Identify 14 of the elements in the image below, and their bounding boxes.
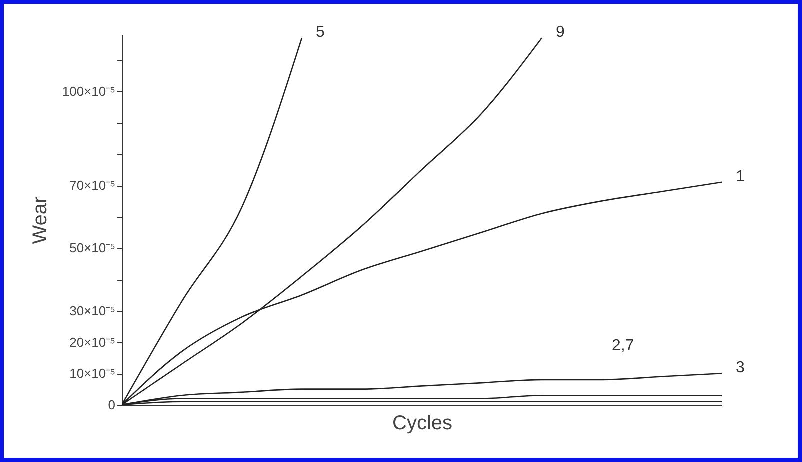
y-tick-label: 70×10⁻⁵ — [70, 178, 116, 194]
y-tick-label: 100×10⁻⁵ — [62, 84, 116, 99]
annotation: 2,7 — [612, 338, 634, 355]
series-label: 1 — [736, 168, 745, 186]
y-tick-label: 20×10⁻⁵ — [70, 334, 116, 350]
series-label: 3 — [736, 360, 745, 377]
y-tick-label: 0 — [108, 398, 116, 412]
y-axis-title: Wear — [29, 196, 52, 244]
y-tick-label: 50×10⁻⁵ — [70, 240, 116, 256]
y-tick-label: 30×10⁻⁵ — [70, 303, 116, 318]
series-label: 5 — [316, 24, 325, 42]
series-label: 9 — [556, 24, 565, 42]
y-tick-label: 10×10⁻⁵ — [70, 366, 116, 382]
x-axis-title: Cycles — [392, 412, 453, 434]
